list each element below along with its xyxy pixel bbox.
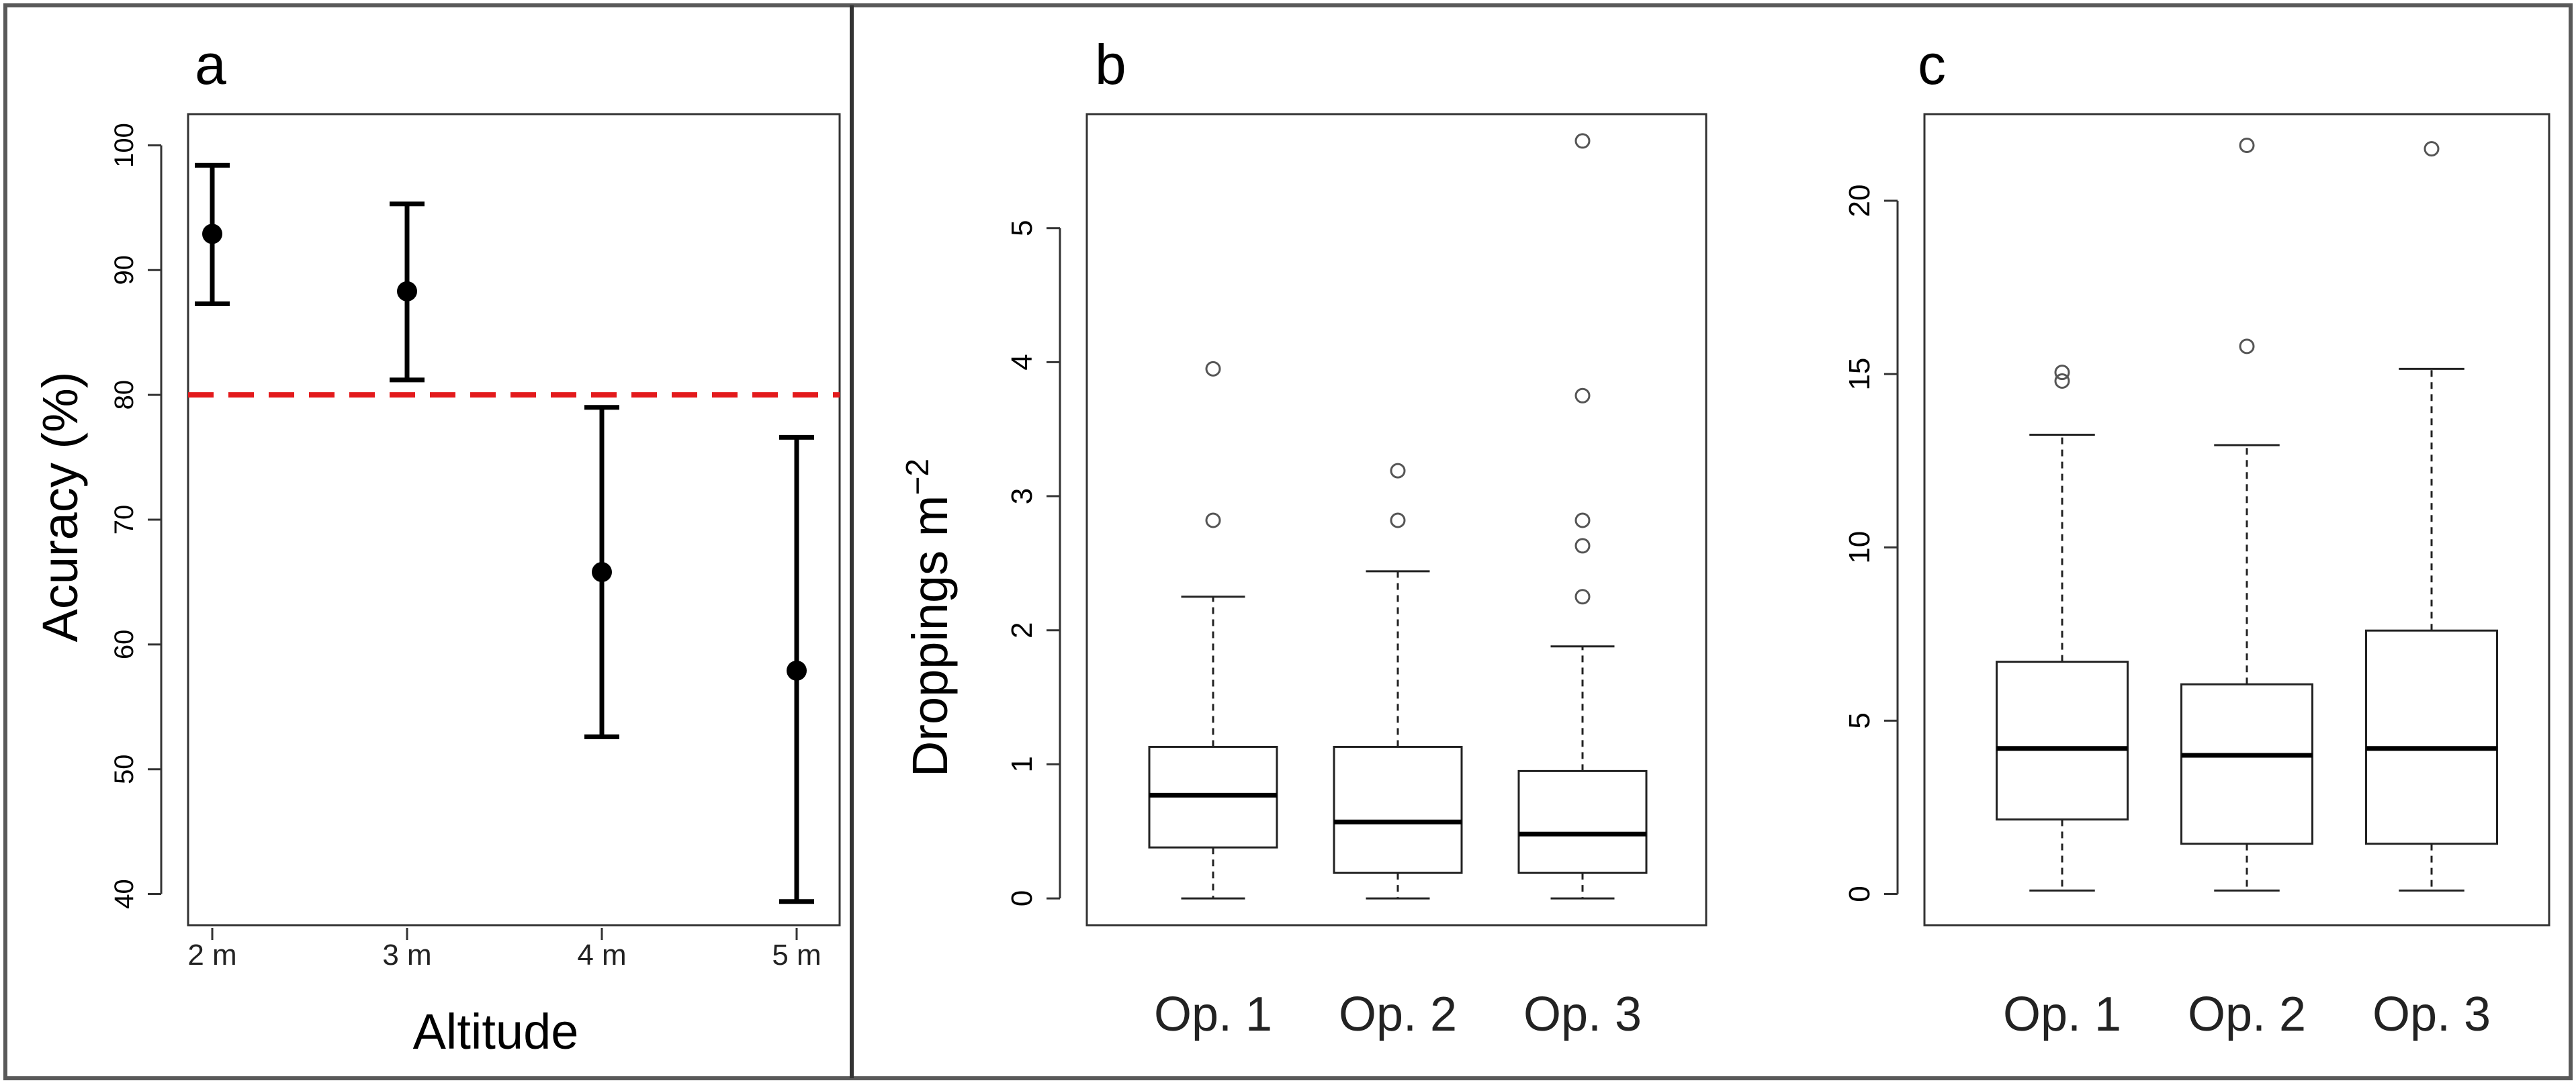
panel-b-y-tick-label: 2: [1006, 622, 1038, 638]
panel-a-mean-point: [202, 224, 222, 244]
panel-c-x-tick-label: Op. 1: [2003, 988, 2121, 1041]
panel-c-y-tick-label: 5: [1843, 712, 1876, 728]
panel-b-ylabel: Droppings m−2: [900, 459, 958, 777]
panel-c-x-tick-label: Op. 3: [2372, 988, 2491, 1041]
panel-a-y-tick-label: 60: [109, 630, 139, 660]
panel-b-box-2-iqr: [1333, 745, 1463, 874]
panel-b-ylabel-main: Droppings m: [902, 495, 958, 777]
panel-a-mean-point: [592, 562, 612, 583]
panel-a-letter: a: [195, 33, 226, 96]
panel-b-ylabel-superscript: −2: [900, 459, 936, 495]
panel-b-box-3-outlier: [1574, 589, 1591, 605]
panel-a-plot-frame: [187, 113, 841, 927]
panel-a-y-tick-label: 50: [109, 754, 139, 784]
panel-c-box-2-outlier: [2239, 137, 2255, 153]
panel-c-y-tick-label: 0: [1843, 886, 1876, 902]
panel-a-y-tick-label: 70: [109, 505, 139, 535]
panel-c-box-3-iqr: [2365, 629, 2498, 845]
panel-b-y-tick-label: 1: [1006, 756, 1038, 772]
panel-b-x-tick-label: Op. 3: [1523, 988, 1642, 1041]
panel-a-x-tick-label: 5 m: [772, 939, 821, 972]
panel-c-box-1-outlier: [2054, 365, 2070, 381]
panel-c-box-1-iqr: [1996, 661, 2129, 821]
panel-a-x-tick-label: 3 m: [382, 939, 431, 972]
panel-b-box-3-outlier: [1574, 512, 1591, 528]
panel-a-x-tick-label: 4 m: [577, 939, 626, 972]
panel-c-box-3-outlier: [2424, 141, 2440, 157]
panel-a-xlabel: Altitude: [413, 1004, 579, 1059]
panel-b-box-3-outlier: [1574, 133, 1591, 149]
panel-a-y-tick-label: 100: [109, 123, 139, 168]
panel-c-box-2-iqr: [2180, 683, 2313, 845]
panel-a-x-tick-label: 2 m: [187, 939, 236, 972]
panel-a-mean-point: [397, 281, 417, 301]
panel-c-box-1-outlier: [2054, 373, 2070, 389]
panel-b-box-2-outlier: [1390, 463, 1406, 479]
panel-c-box-2-outlier: [2239, 338, 2255, 355]
panel-b-box-2-outlier: [1390, 512, 1406, 528]
panel-b-y-tick-label: 3: [1006, 488, 1038, 504]
panel-c-x-tick-label: Op. 2: [2188, 988, 2306, 1041]
panel-b-plot-frame: [1085, 113, 1707, 927]
panel-a-mean-point: [787, 660, 807, 681]
panel-c-y-tick-label: 20: [1843, 185, 1876, 218]
panel-c-y-tick-label: 15: [1843, 358, 1876, 391]
panel-b-box-3-iqr: [1517, 769, 1648, 874]
panel-c-y-tick-label: 10: [1843, 531, 1876, 564]
panel-a-y-tick-label: 90: [109, 255, 139, 285]
panel-b-box-1-outlier: [1205, 361, 1221, 377]
panel-b-x-tick-label: Op. 1: [1154, 988, 1272, 1041]
panel-b-letter: b: [1095, 33, 1126, 96]
panel-a-y-tick-label: 80: [109, 380, 139, 410]
panel-b-y-tick-label: 4: [1006, 354, 1038, 370]
panel-b-box-3-outlier: [1574, 387, 1591, 404]
panel-b-box-1-outlier: [1205, 512, 1221, 528]
panel-a-y-tick-label: 40: [109, 879, 139, 909]
panel-b-x-tick-label: Op. 2: [1339, 988, 1457, 1041]
panel-a-ylabel: Acuracy (%): [32, 372, 88, 643]
panel-b-box-3-outlier: [1574, 538, 1591, 554]
panel-c-plot-frame: [1923, 113, 2550, 927]
panel-c-letter: c: [1918, 33, 1946, 96]
outer-frame: [3, 3, 2573, 1080]
panel-b-y-tick-label: 5: [1006, 220, 1038, 236]
panel-b-y-tick-label: 0: [1006, 890, 1038, 906]
